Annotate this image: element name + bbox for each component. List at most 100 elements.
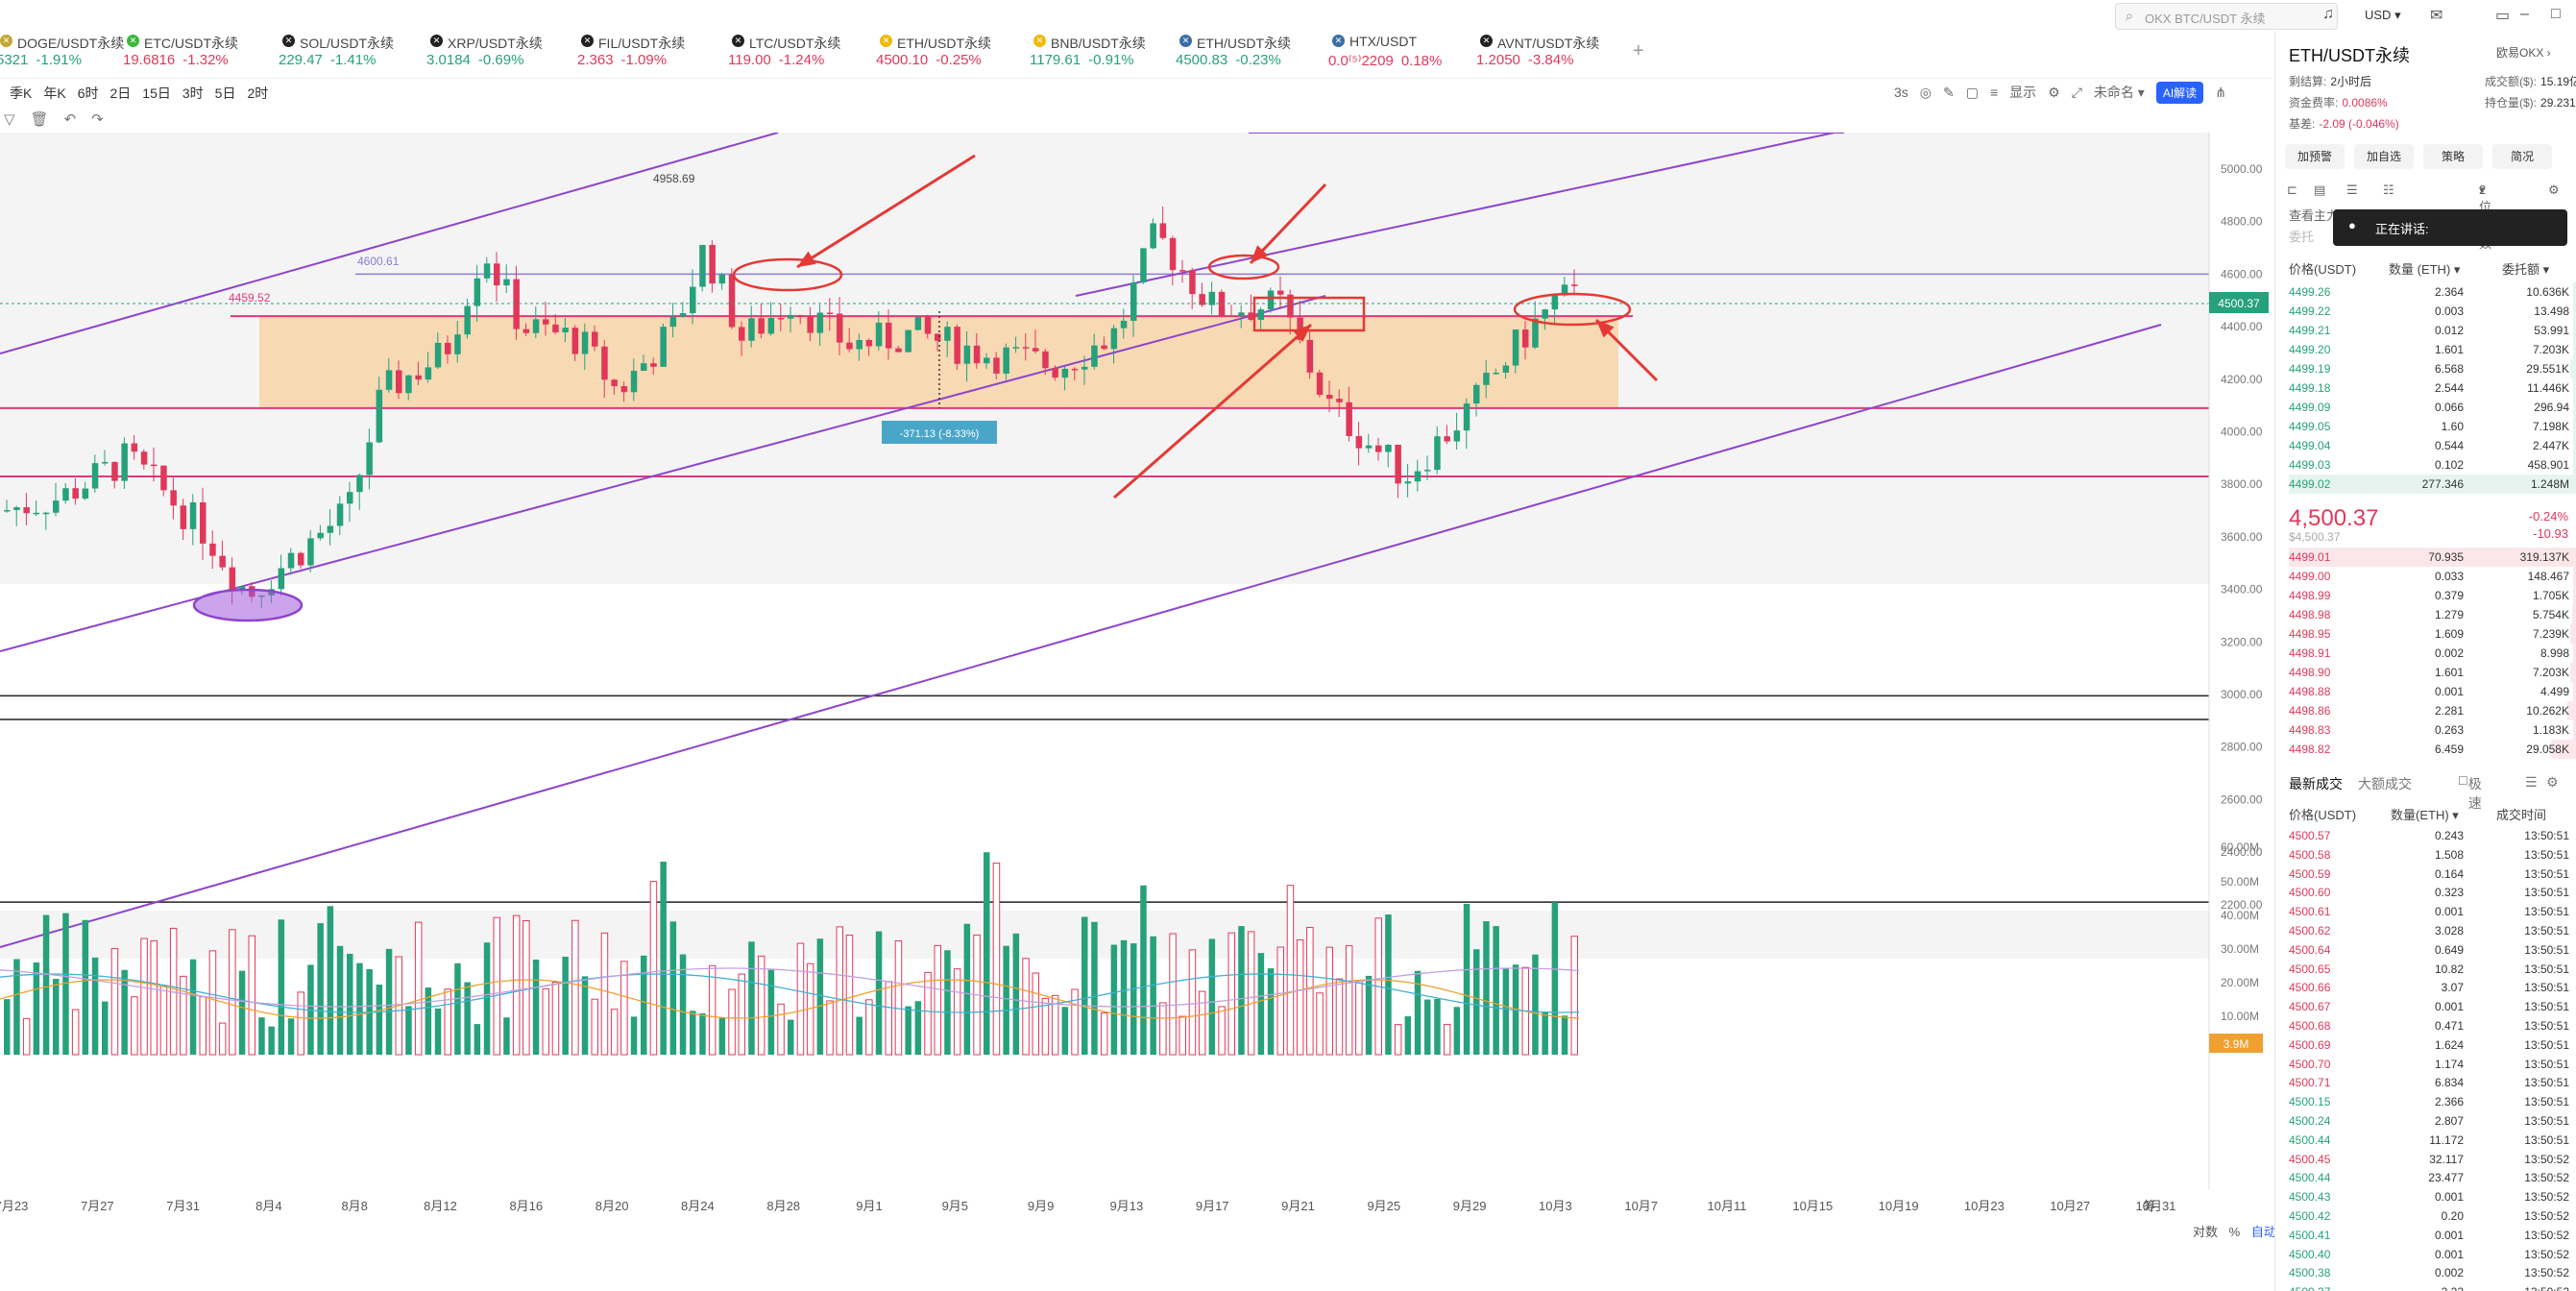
orderbook-row[interactable]: 4499.21 0.012 53.991	[2275, 321, 2576, 340]
search-input[interactable]: ⌕ OKX BTC/USDT 永续	[2115, 3, 2338, 30]
bell-icon[interactable]: ♫	[2322, 6, 2334, 22]
orderbook-row[interactable]: 4499.20 1.601 7.203K	[2275, 340, 2576, 359]
interval-option[interactable]: 6时	[77, 85, 99, 101]
ticker-item[interactable]: ✕ ETC/USDT永续 19.6816 -1.32%	[123, 31, 267, 71]
arrow-line[interactable]	[1249, 183, 1327, 265]
ticker-item[interactable]: ✕ XRP/USDT永续 3.0184 -0.69%	[426, 31, 571, 71]
panel-button[interactable]: 加预警	[2285, 144, 2345, 169]
ticker-item[interactable]: ✕ AVNT/USDT永续 1.2050 -3.84%	[1476, 31, 1620, 71]
currency-select[interactable]: USD ▾	[2365, 8, 2401, 22]
ticker-item[interactable]: ✕ LTC/USDT永续 119.00 -1.24%	[728, 31, 872, 71]
add-ticker-icon[interactable]: +	[1633, 40, 1644, 61]
settings-icon[interactable]: ≡	[1989, 85, 1999, 100]
orderbook-row[interactable]: 4498.98 1.279 5.754K	[2275, 605, 2576, 624]
orderbook-row[interactable]: 4498.83 0.263 1.183K	[2275, 720, 2576, 740]
orderbook-row[interactable]: 4499.09 0.066 296.94	[2275, 398, 2576, 417]
trash-icon[interactable]: 🗑	[30, 111, 49, 128]
layout-icon[interactable]: ▢	[1965, 84, 1979, 100]
tab-large-trades[interactable]: 大额成交	[2358, 776, 2412, 792]
arrow-line[interactable]	[796, 154, 976, 269]
book-settings-icon[interactable]: ⚙	[2548, 183, 2560, 197]
book-list-icon[interactable]: ☷	[2383, 183, 2394, 197]
orderbook-row[interactable]: 4499.18 2.544 11.446K	[2275, 378, 2576, 398]
refresh-rate[interactable]: 3s	[1894, 85, 1908, 100]
book-asks-icon[interactable]: ☰	[2346, 183, 2358, 197]
trades-settings-icon[interactable]: ⚙	[2546, 774, 2559, 790]
interval-option[interactable]: 5日	[214, 85, 236, 101]
interval-option[interactable]: 3时	[182, 85, 204, 101]
gear-icon[interactable]: ⚙	[2048, 84, 2060, 100]
ticker-item[interactable]: ✕ ETH/USDT永续 4500.83 -0.23%	[1176, 31, 1320, 71]
channel-line[interactable]	[1075, 133, 1835, 297]
orderbook-row[interactable]: 4499.26 2.364 10.636K	[2275, 282, 2576, 302]
orderbook-row[interactable]: 4498.82 6.459 29.058K	[2275, 740, 2576, 759]
highlight-ellipse[interactable]	[192, 588, 304, 622]
tab-latest-trades[interactable]: 最新成交	[2289, 776, 2343, 792]
interval-option[interactable]: 季K	[10, 85, 33, 101]
orderbook-row[interactable]: 4498.86 2.281 10.262K	[2275, 701, 2576, 720]
orderbook-row[interactable]: 4499.00 0.033 148.467	[2275, 567, 2576, 586]
ticker-item[interactable]: ✕ ETH/USDT永续 4500.10 -0.25%	[876, 31, 1020, 71]
orderbook-row[interactable]: 4499.19 6.568 29.551K	[2275, 359, 2576, 378]
window-icon[interactable]: ▭	[2495, 8, 2511, 24]
highlight-ellipse[interactable]	[1207, 254, 1280, 280]
candle-body	[1101, 345, 1107, 350]
percent-scale-toggle[interactable]: %	[2228, 1225, 2241, 1239]
interval-option[interactable]: 15日	[142, 85, 171, 101]
channel-line[interactable]	[0, 324, 2162, 948]
interval-option[interactable]: 2日	[109, 85, 132, 101]
trades-filter-icon[interactable]: ☰	[2525, 774, 2538, 790]
fullscreen-icon[interactable]: ⤢	[2071, 84, 2082, 100]
symbol-title[interactable]: ETH/USDT永续	[2289, 46, 2410, 65]
undo-icon[interactable]: ↶	[63, 111, 77, 128]
orderbook-row[interactable]: 4499.04 0.544 2.447K	[2275, 436, 2576, 455]
ticker-item[interactable]: ✕ DOGE/USDT永续 5321 -1.91%	[0, 31, 140, 71]
arrow-line[interactable]	[1113, 323, 1312, 499]
panel-button[interactable]: 简况	[2492, 144, 2552, 169]
redo-icon[interactable]: ↷	[91, 111, 104, 128]
camera-icon[interactable]: ◎	[1919, 84, 1932, 100]
orderbook-row[interactable]: 4498.90 1.601 7.203K	[2275, 663, 2576, 682]
fast-mode-checkbox[interactable]: ☐ 极速	[2458, 774, 2482, 811]
orderbook-row[interactable]: 4498.95 1.609 7.239K	[2275, 624, 2576, 644]
ticker-item[interactable]: ✕ SOL/USDT永续 229.47 -1.41%	[279, 31, 423, 71]
ob-header-qty[interactable]: 数量 (ETH) ▾	[2389, 262, 2461, 277]
orderbook-row[interactable]: 4498.99 0.379 1.705K	[2275, 586, 2576, 605]
orderbook-row[interactable]: 4499.02 277.346 1.248M	[2275, 475, 2576, 494]
orderbook-row[interactable]: 4499.01 70.935 319.137K	[2275, 548, 2576, 567]
maximize-icon[interactable]: □	[2551, 6, 2561, 22]
interval-option[interactable]: 2时	[247, 85, 269, 101]
precision-select[interactable]: 2位小数 ▾	[2479, 183, 2491, 251]
orderbook-row[interactable]: 4498.91 0.002 8.998	[2275, 644, 2576, 663]
filter-icon[interactable]: ▽	[4, 111, 15, 128]
ticker-item[interactable]: ✕ HTX/USDT 0.0⁽⁵⁾2209 0.18%	[1328, 31, 1472, 71]
share-icon[interactable]: ⋔	[2215, 84, 2226, 100]
log-scale-toggle[interactable]: 对数	[2193, 1225, 2219, 1239]
orderbook-row[interactable]: 4499.03 0.102 458.901	[2275, 455, 2576, 475]
orderbook-row[interactable]: 4499.22 0.003 13.498	[2275, 302, 2576, 321]
template-button[interactable]: 未命名 ▾	[2093, 85, 2145, 100]
interval-option[interactable]: 年K	[43, 85, 66, 101]
panel-button[interactable]: 策略	[2423, 144, 2483, 169]
minimize-icon[interactable]: –	[2520, 6, 2529, 22]
highlight-ellipse[interactable]	[732, 257, 843, 292]
pen-icon[interactable]: ✎	[1943, 84, 1955, 100]
book-view-icon[interactable]: ⊏	[2287, 183, 2297, 197]
panel-button[interactable]: 加自选	[2354, 144, 2414, 169]
highlight-ellipse[interactable]	[1513, 292, 1632, 327]
orderbook-row[interactable]: 4498.88 0.001 4.499	[2275, 682, 2576, 701]
display-button[interactable]: 显示	[2009, 85, 2037, 100]
mail-icon[interactable]: ✉	[2430, 8, 2443, 24]
auto-scale-toggle[interactable]: 自动	[2250, 1225, 2276, 1239]
channel-line[interactable]	[0, 133, 779, 354]
ticker-item[interactable]: ✕ FIL/USDT永续 2.363 -1.09%	[577, 31, 721, 71]
ticker-item[interactable]: ✕ BNB/USDT永续 1179.61 -0.91%	[1030, 31, 1174, 71]
highlight-box[interactable]	[1252, 296, 1366, 332]
ob-header-total[interactable]: 委托额 ▾	[2502, 262, 2550, 277]
price-chart[interactable]: -371.13 (-8.33%) 4958.69 4600.61 4459.52 500…	[0, 133, 2272, 1189]
ai-button[interactable]: AI解读	[2155, 81, 2204, 104]
exchange-link[interactable]: 欧易OKX ›	[2496, 46, 2551, 60]
trades-header-qty[interactable]: 数量(ETH) ▾	[2391, 808, 2459, 822]
book-bids-icon[interactable]: ▤	[2314, 183, 2326, 197]
orderbook-row[interactable]: 4499.05 1.60 7.198K	[2275, 417, 2576, 436]
